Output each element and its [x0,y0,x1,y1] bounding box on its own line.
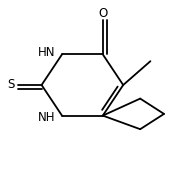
Text: O: O [98,7,108,20]
Text: HN: HN [38,46,55,59]
Text: S: S [7,79,15,91]
Text: NH: NH [38,111,55,124]
